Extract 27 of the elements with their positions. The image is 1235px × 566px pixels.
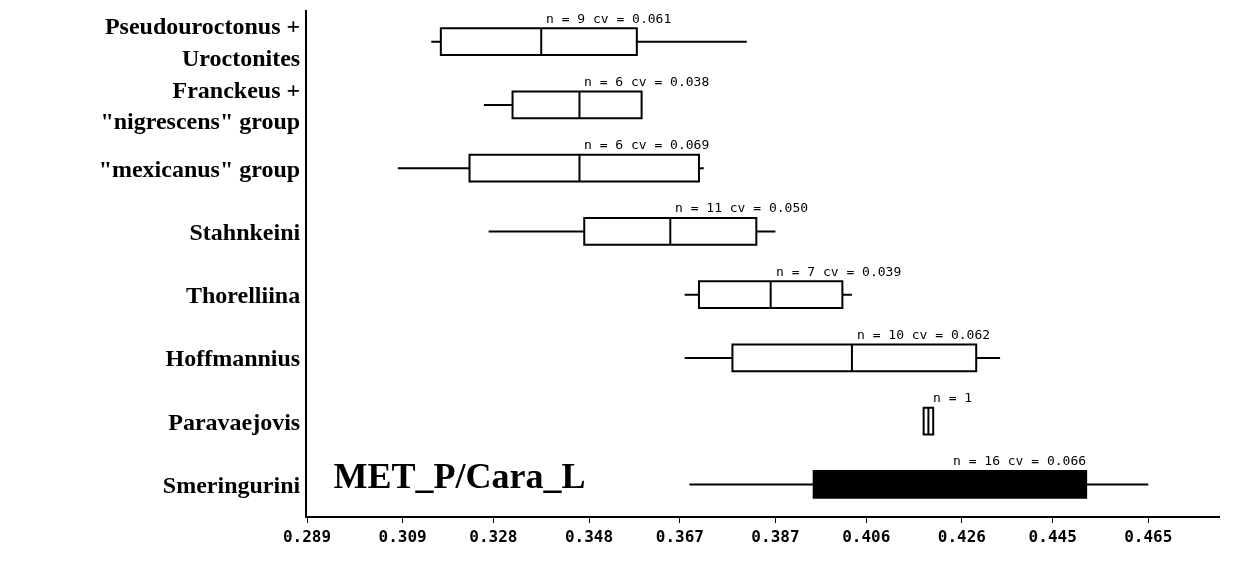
annotation: n = 7 cv = 0.039 bbox=[776, 264, 902, 279]
annotation: n = 10 cv = 0.062 bbox=[857, 327, 991, 342]
text: MET_P/Cara_L bbox=[333, 456, 586, 497]
x-tick-label: 0.289 bbox=[282, 527, 332, 547]
x-tick-label: 0.426 bbox=[937, 527, 986, 547]
y-tick-label: Thorelliina bbox=[185, 282, 301, 309]
x-tick-label: 0.367 bbox=[655, 527, 704, 547]
annotation: n = 11 cv = 0.050 bbox=[675, 200, 809, 215]
annotation: n = 6 cv = 0.038 bbox=[584, 74, 710, 89]
y-tick-label: Pseudouroctonus + Uroctonites bbox=[104, 13, 301, 71]
y-tick-label: "mexicanus" group bbox=[98, 155, 301, 182]
annotation: n = 16 cv = 0.066 bbox=[953, 453, 1087, 468]
y-tick-label: Paravaejovis bbox=[168, 408, 301, 435]
x-tick-label: 0.465 bbox=[1124, 527, 1173, 547]
y-tick-label: Stahnkeini bbox=[189, 218, 301, 245]
x-tick-label: 0.406 bbox=[842, 527, 891, 547]
x-tick-label: 0.348 bbox=[564, 527, 614, 547]
x-tick-label: 0.445 bbox=[1028, 527, 1077, 547]
annotation: n = 6 cv = 0.069 bbox=[584, 137, 710, 152]
y-tick-label: Smeringurini bbox=[162, 471, 301, 498]
y-tick-label: Franckeus + "nigrescens" group bbox=[100, 76, 301, 134]
x-tick-label: 0.387 bbox=[751, 527, 800, 547]
x-tick-label: 0.309 bbox=[378, 527, 427, 547]
annotation: n = 9 cv = 0.061 bbox=[546, 11, 672, 26]
annotation: n = 1 bbox=[933, 390, 973, 405]
x-tick-label: 0.328 bbox=[469, 527, 518, 547]
y-tick-label: Hoffmannius bbox=[165, 345, 301, 372]
